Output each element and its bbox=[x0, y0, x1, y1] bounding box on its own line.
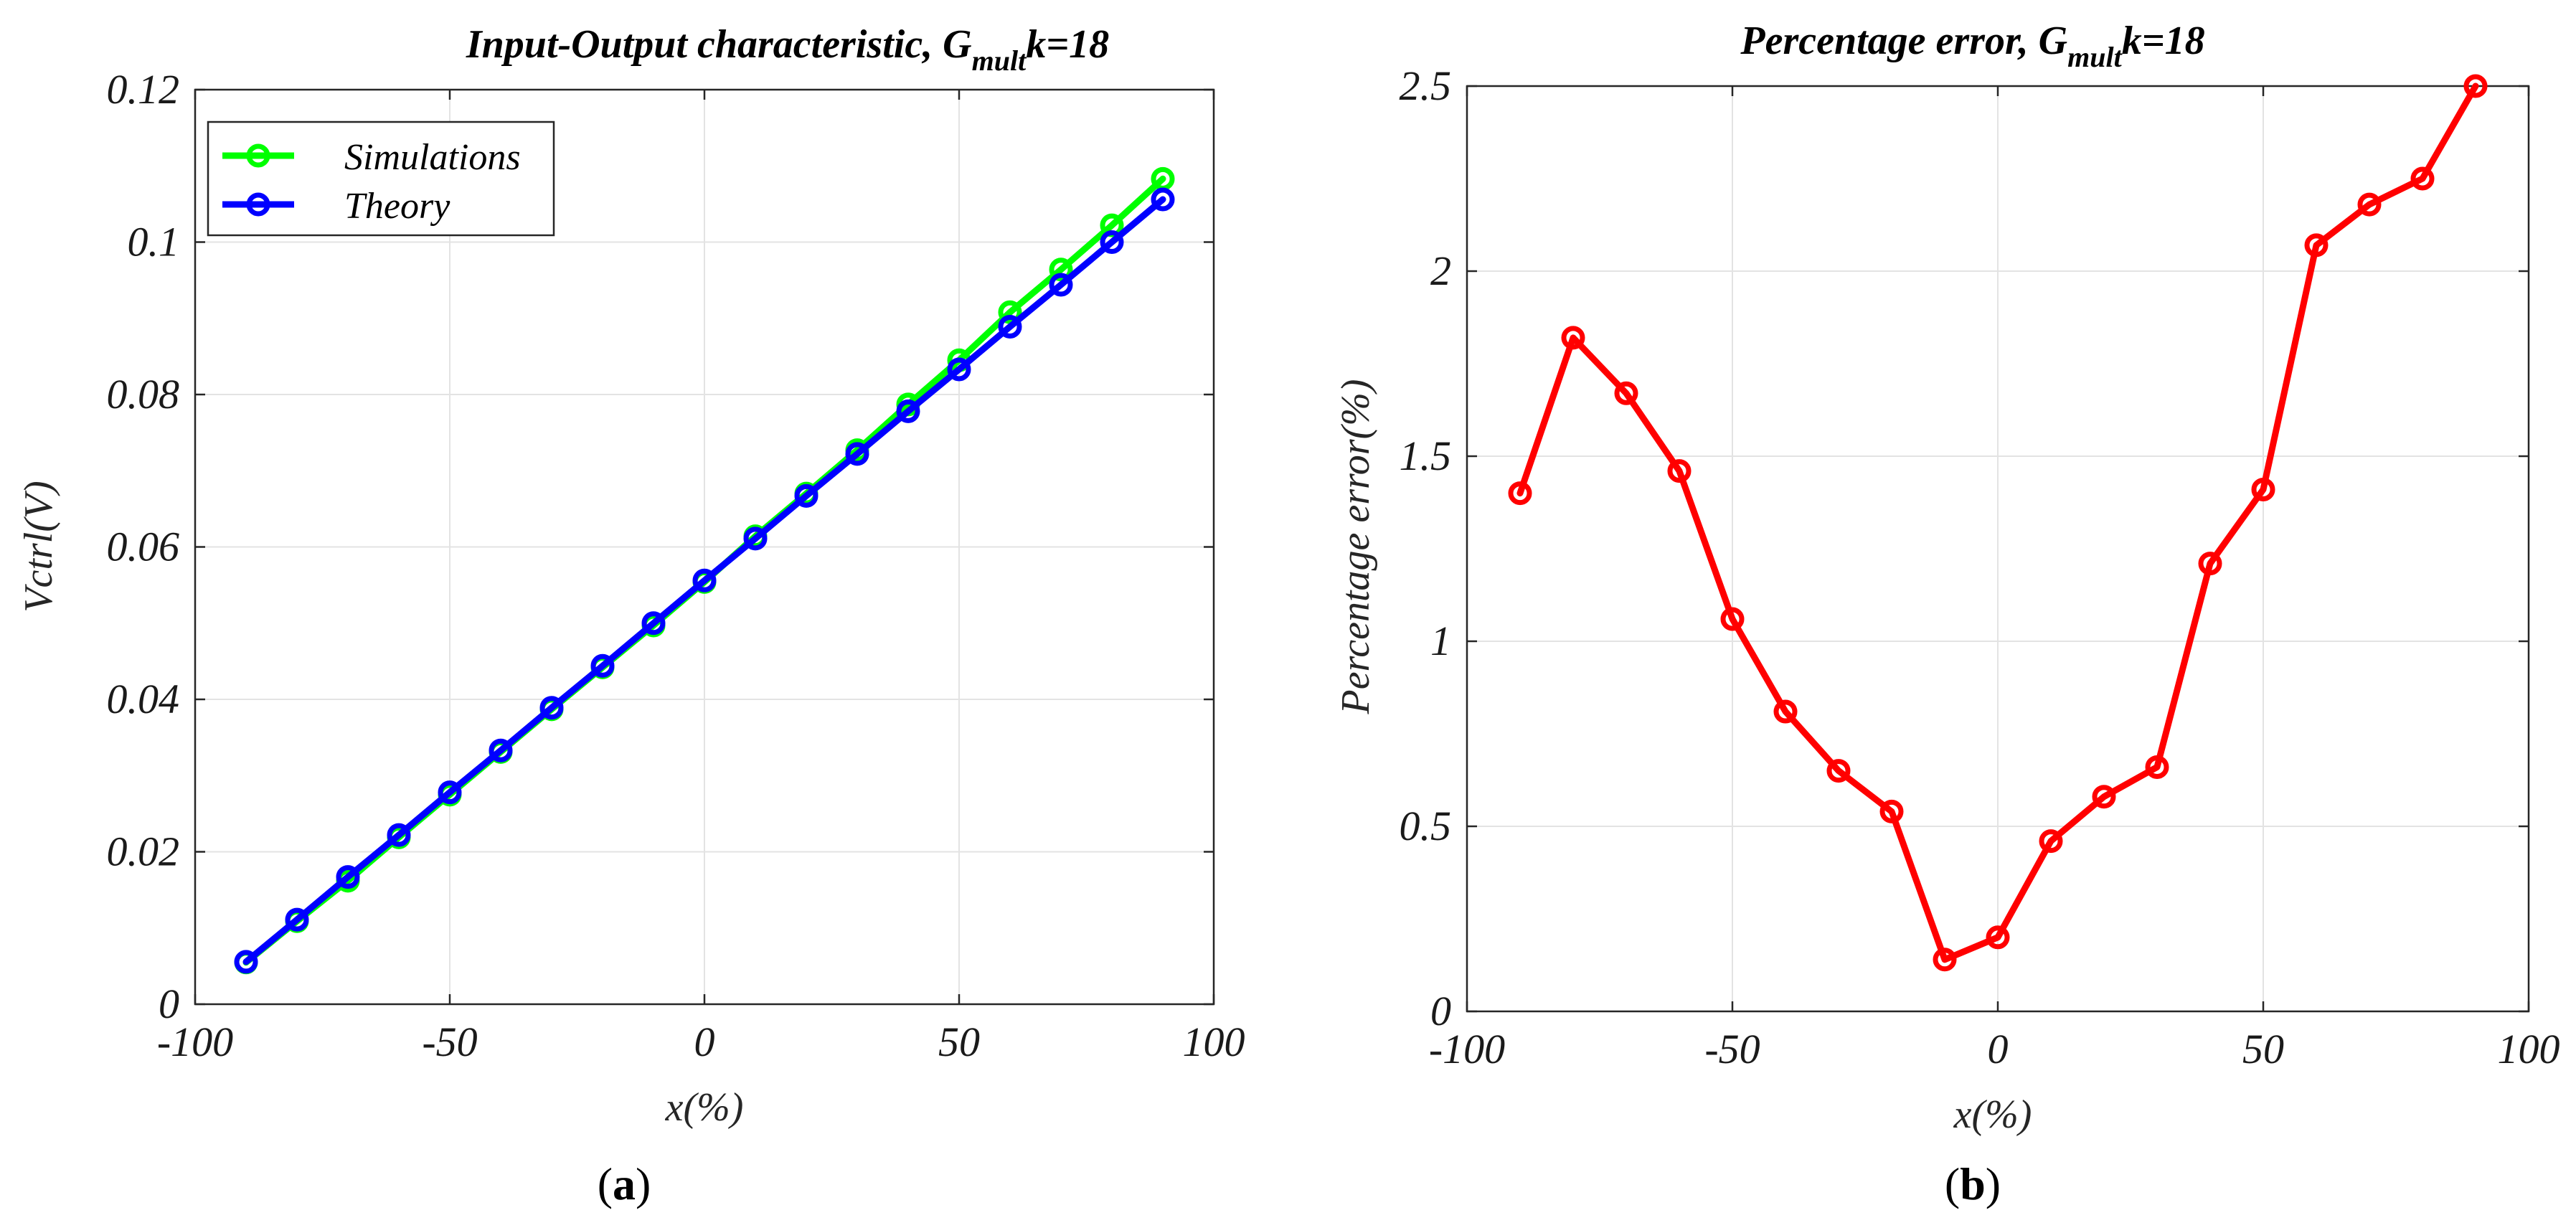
panel-a-label: (a) bbox=[598, 1158, 651, 1209]
data-point-percentage-error bbox=[2410, 166, 2435, 191]
series-line-percentage-error bbox=[1516, 82, 2479, 963]
data-point-percentage-error bbox=[2039, 829, 2063, 854]
chart-a-series bbox=[234, 166, 1175, 975]
x-tick-label: 50 bbox=[2242, 1026, 2284, 1072]
chart-b-title: Percentage error, Gmultk=18 bbox=[1740, 19, 2204, 73]
y-tick-label: 0.5 bbox=[1400, 803, 1452, 849]
x-tick-label: 100 bbox=[2498, 1026, 2560, 1072]
chart-b-xlabel: x(%) bbox=[1953, 1092, 2032, 1137]
data-point-percentage-error bbox=[2357, 192, 2382, 217]
chart-b-grid bbox=[1467, 86, 2529, 1011]
y-tick-label: 0.1 bbox=[128, 219, 180, 265]
data-point-percentage-error bbox=[1561, 326, 1585, 350]
data-point-simulations bbox=[1049, 258, 1073, 282]
series-line-theory bbox=[242, 196, 1166, 965]
data-point-percentage-error bbox=[1614, 381, 1638, 405]
data-point-theory bbox=[947, 357, 971, 382]
x-tick-label: -50 bbox=[1704, 1026, 1760, 1072]
data-point-theory bbox=[692, 568, 717, 592]
y-tick-label: 2.5 bbox=[1400, 62, 1452, 109]
data-point-theory bbox=[489, 738, 513, 762]
x-tick-label: -100 bbox=[1429, 1026, 1505, 1072]
data-point-theory bbox=[438, 780, 462, 805]
data-point-percentage-error bbox=[1508, 481, 1532, 506]
chart-a-title: Input-Output characteristic, Gmultk=18 bbox=[466, 22, 1109, 77]
chart-panel-a: Input-Output characteristic, Gmultk=18 -… bbox=[16, 22, 1245, 1209]
data-point-theory bbox=[590, 653, 615, 678]
data-point-percentage-error bbox=[1720, 607, 1745, 631]
x-tick-label: -50 bbox=[422, 1019, 477, 1065]
y-tick-label: 0.12 bbox=[107, 66, 180, 113]
legend-simulations-marker bbox=[246, 143, 270, 168]
data-point-percentage-error bbox=[2251, 477, 2275, 501]
y-tick-label: 0 bbox=[159, 981, 179, 1027]
y-tick-label: 0.04 bbox=[107, 676, 180, 722]
y-tick-label: 1.5 bbox=[1400, 433, 1452, 479]
data-point-percentage-error bbox=[1986, 925, 2010, 950]
chart-a-legend: Simulations Theory bbox=[207, 121, 555, 237]
y-tick-label: 0.02 bbox=[107, 828, 180, 875]
y-tick-label: 0.06 bbox=[107, 524, 180, 570]
data-point-theory bbox=[896, 399, 920, 423]
data-point-percentage-error bbox=[2145, 755, 2169, 779]
chart-a-xlabel: x(%) bbox=[665, 1085, 744, 1130]
data-point-theory bbox=[387, 823, 411, 847]
x-tick-label: -100 bbox=[157, 1019, 233, 1065]
chart-panel-b: Percentage error, Gmultk=18 -100 -50 0 50 10… bbox=[1334, 19, 2560, 1209]
legend-theory-label: Theory bbox=[344, 186, 450, 227]
y-tick-label: 0.08 bbox=[107, 371, 180, 417]
data-point-percentage-error bbox=[1667, 459, 1692, 483]
data-point-theory bbox=[1151, 187, 1175, 212]
data-point-theory bbox=[998, 314, 1022, 339]
y-tick-label: 0 bbox=[1430, 988, 1451, 1034]
data-point-theory bbox=[539, 696, 564, 720]
data-point-percentage-error bbox=[1879, 799, 1904, 823]
data-point-theory bbox=[794, 483, 818, 508]
data-point-theory bbox=[1100, 230, 1124, 254]
legend-theory-marker bbox=[246, 192, 270, 217]
chart-a-ylabel: Vctrl(V) bbox=[16, 481, 61, 612]
data-point-theory bbox=[336, 865, 360, 889]
chart-b-ylabel: Percentage error(%) bbox=[1334, 379, 1378, 714]
legend-simulations-label: Simulations bbox=[344, 137, 521, 178]
data-point-percentage-error bbox=[1826, 759, 1851, 783]
data-point-percentage-error bbox=[2092, 785, 2116, 809]
panel-b-label: (b) bbox=[1945, 1158, 2001, 1209]
data-point-theory bbox=[285, 907, 309, 932]
x-tick-label: 100 bbox=[1183, 1019, 1245, 1065]
legend-box bbox=[207, 121, 555, 237]
y-tick-label: 2 bbox=[1430, 247, 1451, 294]
data-point-percentage-error bbox=[2198, 552, 2222, 576]
data-point-percentage-error bbox=[2304, 233, 2329, 258]
x-tick-label: 0 bbox=[694, 1019, 715, 1065]
x-tick-label: 0 bbox=[1988, 1026, 2009, 1072]
data-point-theory bbox=[234, 950, 258, 974]
data-point-theory bbox=[1049, 273, 1073, 297]
data-point-theory bbox=[743, 526, 768, 551]
y-tick-label: 1 bbox=[1430, 618, 1451, 664]
data-point-percentage-error bbox=[2463, 74, 2488, 98]
chart-b-series bbox=[1508, 74, 2488, 972]
chart-a-ticks: -100 -50 0 50 100 0 0.02 0.04 0.06 0.08 0.1 0.12 bbox=[107, 66, 1245, 1065]
data-point-theory bbox=[641, 611, 666, 636]
data-point-percentage-error bbox=[1773, 699, 1798, 724]
data-point-percentage-error bbox=[1933, 948, 1957, 972]
x-tick-label: 50 bbox=[938, 1019, 980, 1065]
chart-a-grid bbox=[195, 90, 1214, 1004]
data-point-theory bbox=[845, 442, 869, 466]
data-point-simulations bbox=[998, 300, 1022, 324]
chart-b-ticks: -100 -50 0 50 100 0 0.5 1 1.5 2 2.5 bbox=[1400, 62, 2560, 1072]
